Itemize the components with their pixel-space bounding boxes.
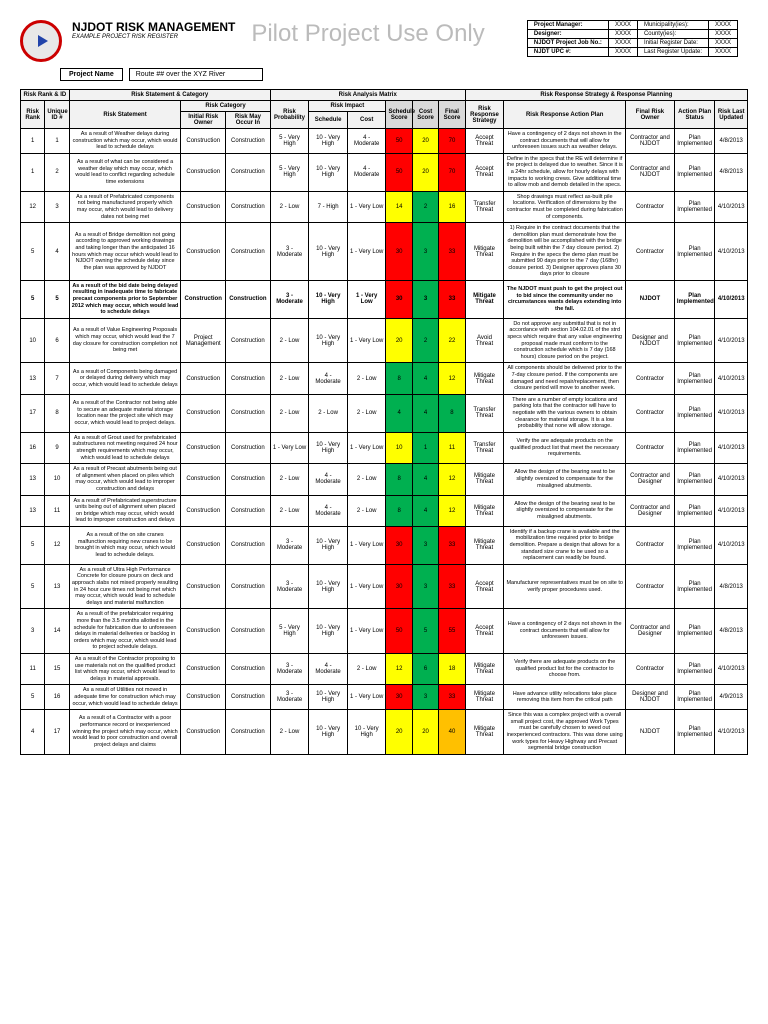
table-row: 1310As a result of Precast abutments bei…: [21, 464, 748, 495]
group-response: Risk Response Strategy & Response Planni…: [465, 90, 747, 101]
table-row: 169As a result of Grout used for prefabr…: [21, 432, 748, 463]
subhead-category: Risk Category: [181, 101, 270, 112]
table-row: 1311As a result of Prefabricated superst…: [21, 495, 748, 526]
table-row: 11As a result of Weather delays during c…: [21, 129, 748, 154]
table-row: 178As a result of the Contractor not bei…: [21, 394, 748, 432]
table-row: 513As a result of Ultra High Performance…: [21, 564, 748, 609]
col-probability: Risk Probability: [270, 101, 309, 129]
col-cost-score: Cost Score: [412, 101, 438, 129]
project-name-label: Project Name: [60, 68, 123, 81]
col-last-updated: Risk Last Updated: [715, 101, 748, 129]
col-final-owner: Final Risk Owner: [626, 101, 675, 129]
table-row: 106As a result of Value Engineering Prop…: [21, 318, 748, 363]
table-row: 12As a result of what can be considered …: [21, 153, 748, 191]
col-risk-statement: Risk Statement: [69, 101, 181, 129]
col-unique-id: Unique ID #: [45, 101, 69, 129]
col-initial-owner: Initial Risk Owner: [181, 112, 226, 129]
col-final-score: Final Score: [439, 101, 465, 129]
col-may-occur: Risk May Occur In: [226, 112, 271, 129]
table-row: 123As a result of Prefabricated componen…: [21, 191, 748, 222]
table-row: 1115As a result of the Contractor propos…: [21, 653, 748, 684]
watermark: Pilot Project Use Only: [251, 20, 484, 48]
table-row: 55As a result of the bid date being dela…: [21, 280, 748, 318]
col-action-plan: Risk Response Action Plan: [504, 101, 626, 129]
table-row: 314As a result of the prefabricator requ…: [21, 609, 748, 654]
risk-register-table: Risk Rank & ID Risk Statement & Category…: [20, 89, 748, 755]
col-plan-status: Action Plan Status: [674, 101, 715, 129]
title: NJDOT RISK MANAGEMENT: [72, 20, 235, 34]
meta-grid: Project Manager:XXXXMunicipality(ies):XX…: [527, 20, 738, 57]
table-row: 137As a result of Components being damag…: [21, 363, 748, 394]
subhead-impact: Risk Impact: [309, 101, 386, 112]
group-analysis: Risk Analysis Matrix: [270, 90, 465, 101]
table-row: 516As a result of Utilities not moved in…: [21, 685, 748, 710]
subtitle: EXAMPLE PROJECT RISK REGISTER: [72, 34, 235, 40]
col-sched-score: Schedule Score: [386, 101, 412, 129]
col-risk-rank: Risk Rank: [21, 101, 45, 129]
table-row: 512As a result of the on site cranes mal…: [21, 526, 748, 564]
col-schedule: Schedule: [309, 112, 348, 129]
group-statement: Risk Statement & Category: [69, 90, 270, 101]
table-row: 417As a result of a Contractor with a po…: [21, 710, 748, 755]
col-strategy: Risk Response Strategy: [465, 101, 504, 129]
table-row: 54As a result of Bridge demolition not g…: [21, 223, 748, 281]
project-name-value: Route ## over the XYZ River: [129, 68, 263, 81]
col-cost: Cost: [347, 112, 386, 129]
logo: [20, 20, 62, 62]
group-rank-id: Risk Rank & ID: [21, 90, 70, 101]
